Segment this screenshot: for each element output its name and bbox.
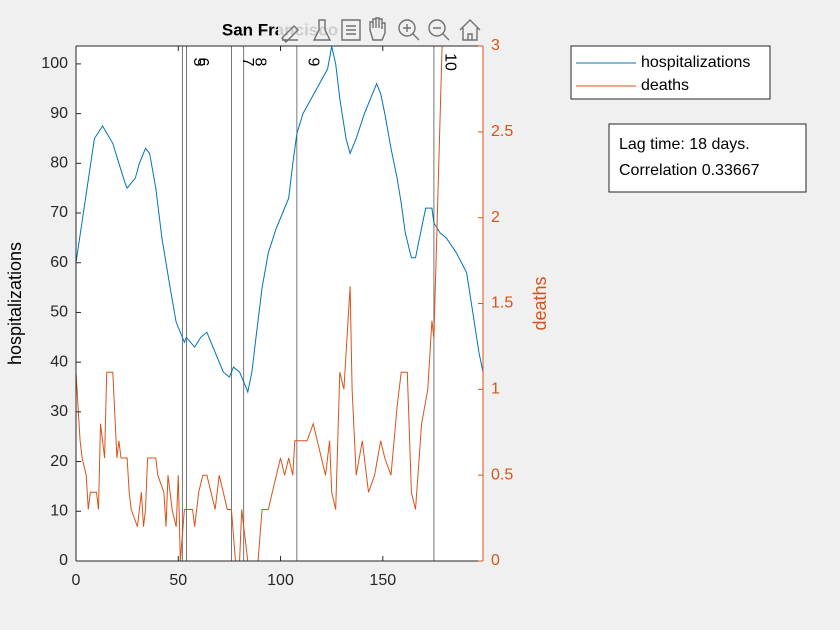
y-tick-label: 0 <box>59 552 68 569</box>
annotation-text: Correlation 0.33667 <box>619 162 760 179</box>
toolbar-icon[interactable] <box>369 17 386 41</box>
x-tick-label: 0 <box>72 572 81 589</box>
x-tick-label: 50 <box>169 572 187 589</box>
axes-background <box>76 46 483 561</box>
y-tick-label: 60 <box>50 254 68 271</box>
y2-tick-label: 1.5 <box>491 295 513 312</box>
event-label: 6 <box>194 58 211 67</box>
data-line <box>76 46 443 561</box>
event-label: 9 <box>305 58 322 67</box>
toolbar-icon[interactable] <box>428 19 446 37</box>
toolbar-icon[interactable] <box>281 25 299 43</box>
y2-tick-label: 2 <box>491 209 500 226</box>
event-label: 5 <box>190 58 207 67</box>
event-lines <box>181 46 435 561</box>
event-label: 8 <box>251 58 268 67</box>
y-axis-label: hospitalizations <box>5 242 25 365</box>
y2-tick-label: 0 <box>491 552 500 569</box>
event-label: 7 <box>239 58 256 67</box>
x-tick-label: 100 <box>267 572 294 589</box>
axes-toolbar[interactable] <box>278 16 488 44</box>
toolbar-icon[interactable] <box>341 19 361 41</box>
y-tick-label: 100 <box>41 55 68 72</box>
y-tick-label: 20 <box>50 453 68 470</box>
y-tick-label: 30 <box>50 403 68 420</box>
y-tick-label: 40 <box>50 353 68 370</box>
x-tick-label: 150 <box>369 572 396 589</box>
event-label: 10 <box>442 53 459 71</box>
annotation-box <box>608 123 807 193</box>
data-line <box>76 46 483 394</box>
y2-tick-label: 2.5 <box>491 123 513 140</box>
y2-tick-label: 0.5 <box>491 466 513 483</box>
y-tick-label: 80 <box>50 155 68 172</box>
toolbar-icon[interactable] <box>403 24 420 41</box>
legend-box <box>570 45 771 100</box>
annotation-text: Lag time: 18 days. <box>619 136 750 153</box>
toolbar-icon[interactable] <box>312 19 332 41</box>
toolbar-icon[interactable] <box>459 19 481 41</box>
legend-label: hospitalizations <box>641 54 750 71</box>
legend: hospitalizations deaths <box>570 45 771 100</box>
y2-tick-label: 1 <box>491 381 500 398</box>
y-tick-label: 10 <box>50 503 68 520</box>
y2-tick-label: 3 <box>491 37 500 54</box>
y-tick-label: 70 <box>50 204 68 221</box>
toolbar-icon[interactable] <box>398 19 416 37</box>
y2-axis-label: deaths <box>530 276 550 330</box>
legend-label: deaths <box>641 77 689 94</box>
y-tick-label: 50 <box>50 304 68 321</box>
y-tick-label: 90 <box>50 105 68 122</box>
toolbar-icon[interactable] <box>433 27 450 41</box>
